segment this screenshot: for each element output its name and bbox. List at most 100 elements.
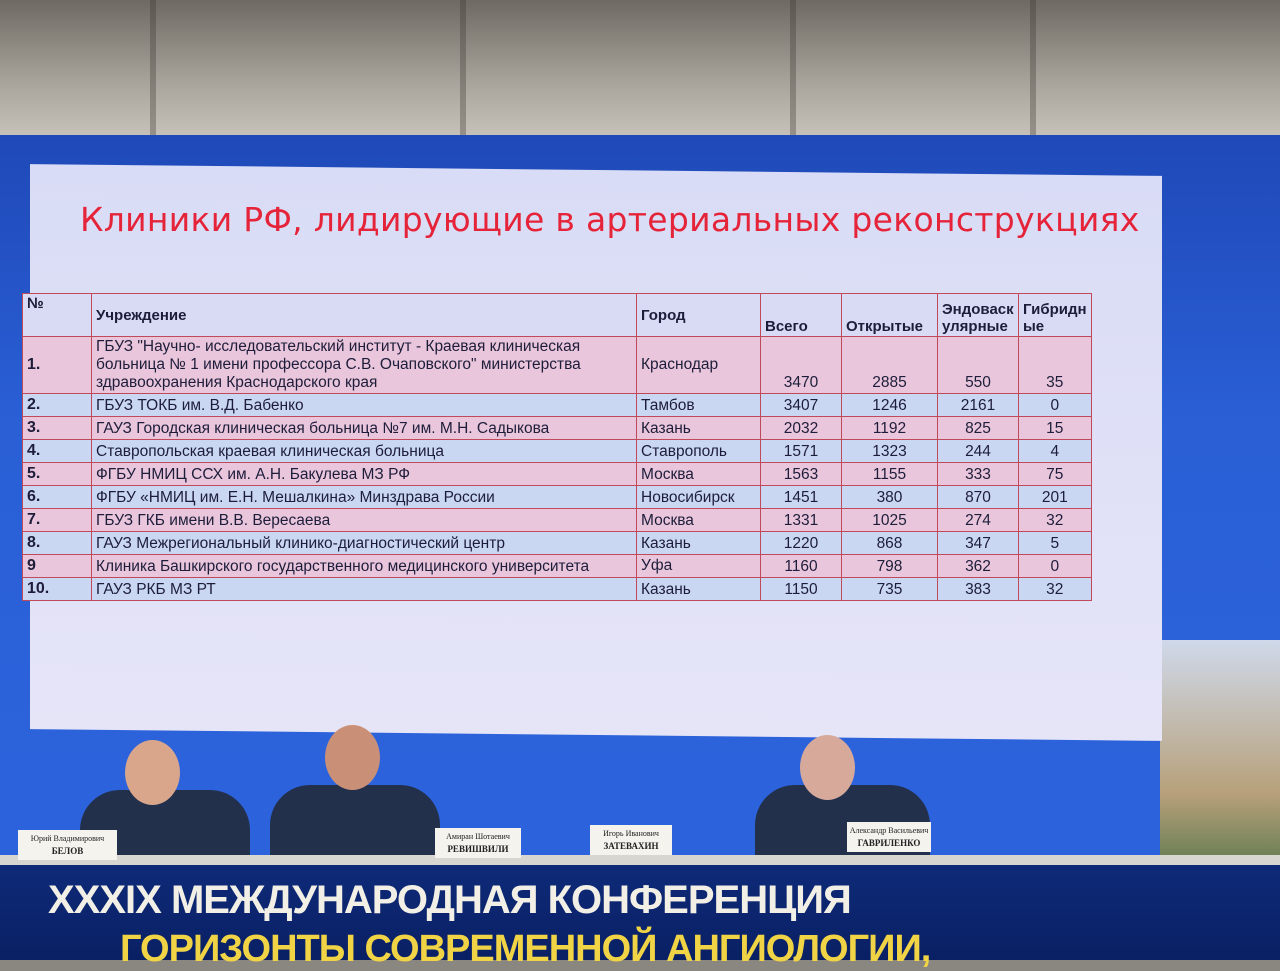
total-cell: 1331 xyxy=(760,508,842,532)
total-cell: 1563 xyxy=(760,462,842,486)
endovascular-cell: 347 xyxy=(937,531,1019,555)
open-cell: 380 xyxy=(841,485,938,509)
city-cell: Уфа xyxy=(636,554,761,578)
table-row: 3. ГАУЗ Городская клиническая больница №7… xyxy=(22,416,1092,440)
city-cell: Краснодар xyxy=(636,336,761,394)
city-cell: Новосибирск xyxy=(636,485,761,509)
desk xyxy=(0,855,1280,867)
clinics-table: № Учреждение Город Всего Открытые Эндова… xyxy=(22,293,1092,601)
endovascular-cell: 825 xyxy=(937,416,1019,440)
table-row: 2. ГБУЗ ТОКБ им. В.Д. Бабенко Тамбов 3407 12… xyxy=(22,393,1092,417)
banner-line-2: ГОРИЗОНТЫ СОВРЕМЕННОЙ АНГИОЛОГИИ, xyxy=(120,928,931,970)
kremlin-image xyxy=(1160,640,1280,860)
col-endovascular: Эндоваск улярные xyxy=(937,293,1019,337)
row-number: 1. xyxy=(22,336,92,394)
table-row: 8. ГАУЗ Межрегиональный клинико-диагности… xyxy=(22,531,1092,555)
institution-cell: ГБУЗ "Научно- исследовательский институт… xyxy=(91,336,637,394)
hybrid-cell: 201 xyxy=(1018,485,1092,509)
open-cell: 2885 xyxy=(841,336,938,394)
conference-banner xyxy=(0,865,1280,960)
table-row: 9 Клиника Башкирского государственного ме… xyxy=(22,554,1092,578)
row-number: 9 xyxy=(22,554,92,578)
city-cell: Тамбов xyxy=(636,393,761,417)
total-cell: 1160 xyxy=(760,554,842,578)
hybrid-cell: 75 xyxy=(1018,462,1092,486)
table-row: 5. ФГБУ НМИЦ ССХ им. А.Н. Бакулева МЗ РФ М… xyxy=(22,462,1092,486)
table-row: 6. ФГБУ «НМИЦ им. Е.Н. Мешалкина» Минздра… xyxy=(22,485,1092,509)
row-number: 3. xyxy=(22,416,92,440)
city-cell: Москва xyxy=(636,508,761,532)
name-card: Игорь Иванович ЗАТЕВАХИН xyxy=(590,825,672,855)
institution-cell: ФГБУ НМИЦ ССХ им. А.Н. Бакулева МЗ РФ xyxy=(91,462,637,486)
name-card: Александр Васильевич ГАВРИЛЕНКО xyxy=(847,822,931,852)
city-cell: Казань xyxy=(636,531,761,555)
table-row: 7. ГБУЗ ГКБ имени В.В. Вересаева Москва 133… xyxy=(22,508,1092,532)
endovascular-cell: 550 xyxy=(937,336,1019,394)
hybrid-cell: 32 xyxy=(1018,508,1092,532)
total-cell: 3470 xyxy=(760,336,842,394)
institution-cell: ГАУЗ Городская клиническая больница №7 и… xyxy=(91,416,637,440)
row-number: 7. xyxy=(22,508,92,532)
endovascular-cell: 333 xyxy=(937,462,1019,486)
open-cell: 798 xyxy=(841,554,938,578)
hybrid-cell: 0 xyxy=(1018,554,1092,578)
row-number: 5. xyxy=(22,462,92,486)
col-institution: Учреждение xyxy=(91,293,637,337)
city-cell: Москва xyxy=(636,462,761,486)
open-cell: 868 xyxy=(841,531,938,555)
row-number: 4. xyxy=(22,439,92,463)
hybrid-cell: 4 xyxy=(1018,439,1092,463)
open-cell: 1323 xyxy=(841,439,938,463)
institution-cell: Клиника Башкирского государственного мед… xyxy=(91,554,637,578)
total-cell: 1571 xyxy=(760,439,842,463)
slide-title: Клиники РФ, лидирующие в артериальных ре… xyxy=(80,200,1140,239)
total-cell: 2032 xyxy=(760,416,842,440)
row-number: 6. xyxy=(22,485,92,509)
institution-cell: ГБУЗ ГКБ имени В.В. Вересаева xyxy=(91,508,637,532)
open-cell: 735 xyxy=(841,577,938,601)
table-header-row: № Учреждение Город Всего Открытые Эндова… xyxy=(22,293,1092,337)
banner-line-1: XXXIX МЕЖДУНАРОДНАЯ КОНФЕРЕНЦИЯ xyxy=(48,878,852,922)
col-city: Город xyxy=(636,293,761,337)
hybrid-cell: 35 xyxy=(1018,336,1092,394)
hybrid-cell: 15 xyxy=(1018,416,1092,440)
open-cell: 1246 xyxy=(841,393,938,417)
endovascular-cell: 870 xyxy=(937,485,1019,509)
col-hybrid: Гибридн ые xyxy=(1018,293,1092,337)
endovascular-cell: 362 xyxy=(937,554,1019,578)
col-total: Всего xyxy=(760,293,842,337)
total-cell: 1150 xyxy=(760,577,842,601)
endovascular-cell: 383 xyxy=(937,577,1019,601)
open-cell: 1025 xyxy=(841,508,938,532)
name-card: Юрий Владимирович БЕЛОВ xyxy=(18,830,117,860)
presidium xyxy=(0,725,1280,860)
col-open: Открытые xyxy=(841,293,938,337)
hybrid-cell: 0 xyxy=(1018,393,1092,417)
row-number: 2. xyxy=(22,393,92,417)
hybrid-cell: 5 xyxy=(1018,531,1092,555)
hybrid-cell: 32 xyxy=(1018,577,1092,601)
name-card: Амиран Шотаевич РЕВИШВИЛИ xyxy=(435,828,521,858)
city-cell: Казань xyxy=(636,416,761,440)
row-number: 10. xyxy=(22,577,92,601)
row-number: 8. xyxy=(22,531,92,555)
institution-cell: ГБУЗ ТОКБ им. В.Д. Бабенко xyxy=(91,393,637,417)
endovascular-cell: 244 xyxy=(937,439,1019,463)
table-row: 1. ГБУЗ "Научно- исследовательский инстит… xyxy=(22,336,1092,394)
open-cell: 1155 xyxy=(841,462,938,486)
institution-cell: ГАУЗ Межрегиональный клинико-диагностиче… xyxy=(91,531,637,555)
open-cell: 1192 xyxy=(841,416,938,440)
endovascular-cell: 2161 xyxy=(937,393,1019,417)
table-row: 10. ГАУЗ РКБ МЗ РТ Казань 1150 735 383 32 xyxy=(22,577,1092,601)
col-number: № xyxy=(22,293,92,337)
total-cell: 3407 xyxy=(760,393,842,417)
city-cell: Ставрополь xyxy=(636,439,761,463)
institution-cell: Ставропольская краевая клиническая больн… xyxy=(91,439,637,463)
institution-cell: ФГБУ «НМИЦ им. Е.Н. Мешалкина» Минздрава… xyxy=(91,485,637,509)
total-cell: 1220 xyxy=(760,531,842,555)
institution-cell: ГАУЗ РКБ МЗ РТ xyxy=(91,577,637,601)
endovascular-cell: 274 xyxy=(937,508,1019,532)
city-cell: Казань xyxy=(636,577,761,601)
total-cell: 1451 xyxy=(760,485,842,509)
ceiling xyxy=(0,0,1280,140)
